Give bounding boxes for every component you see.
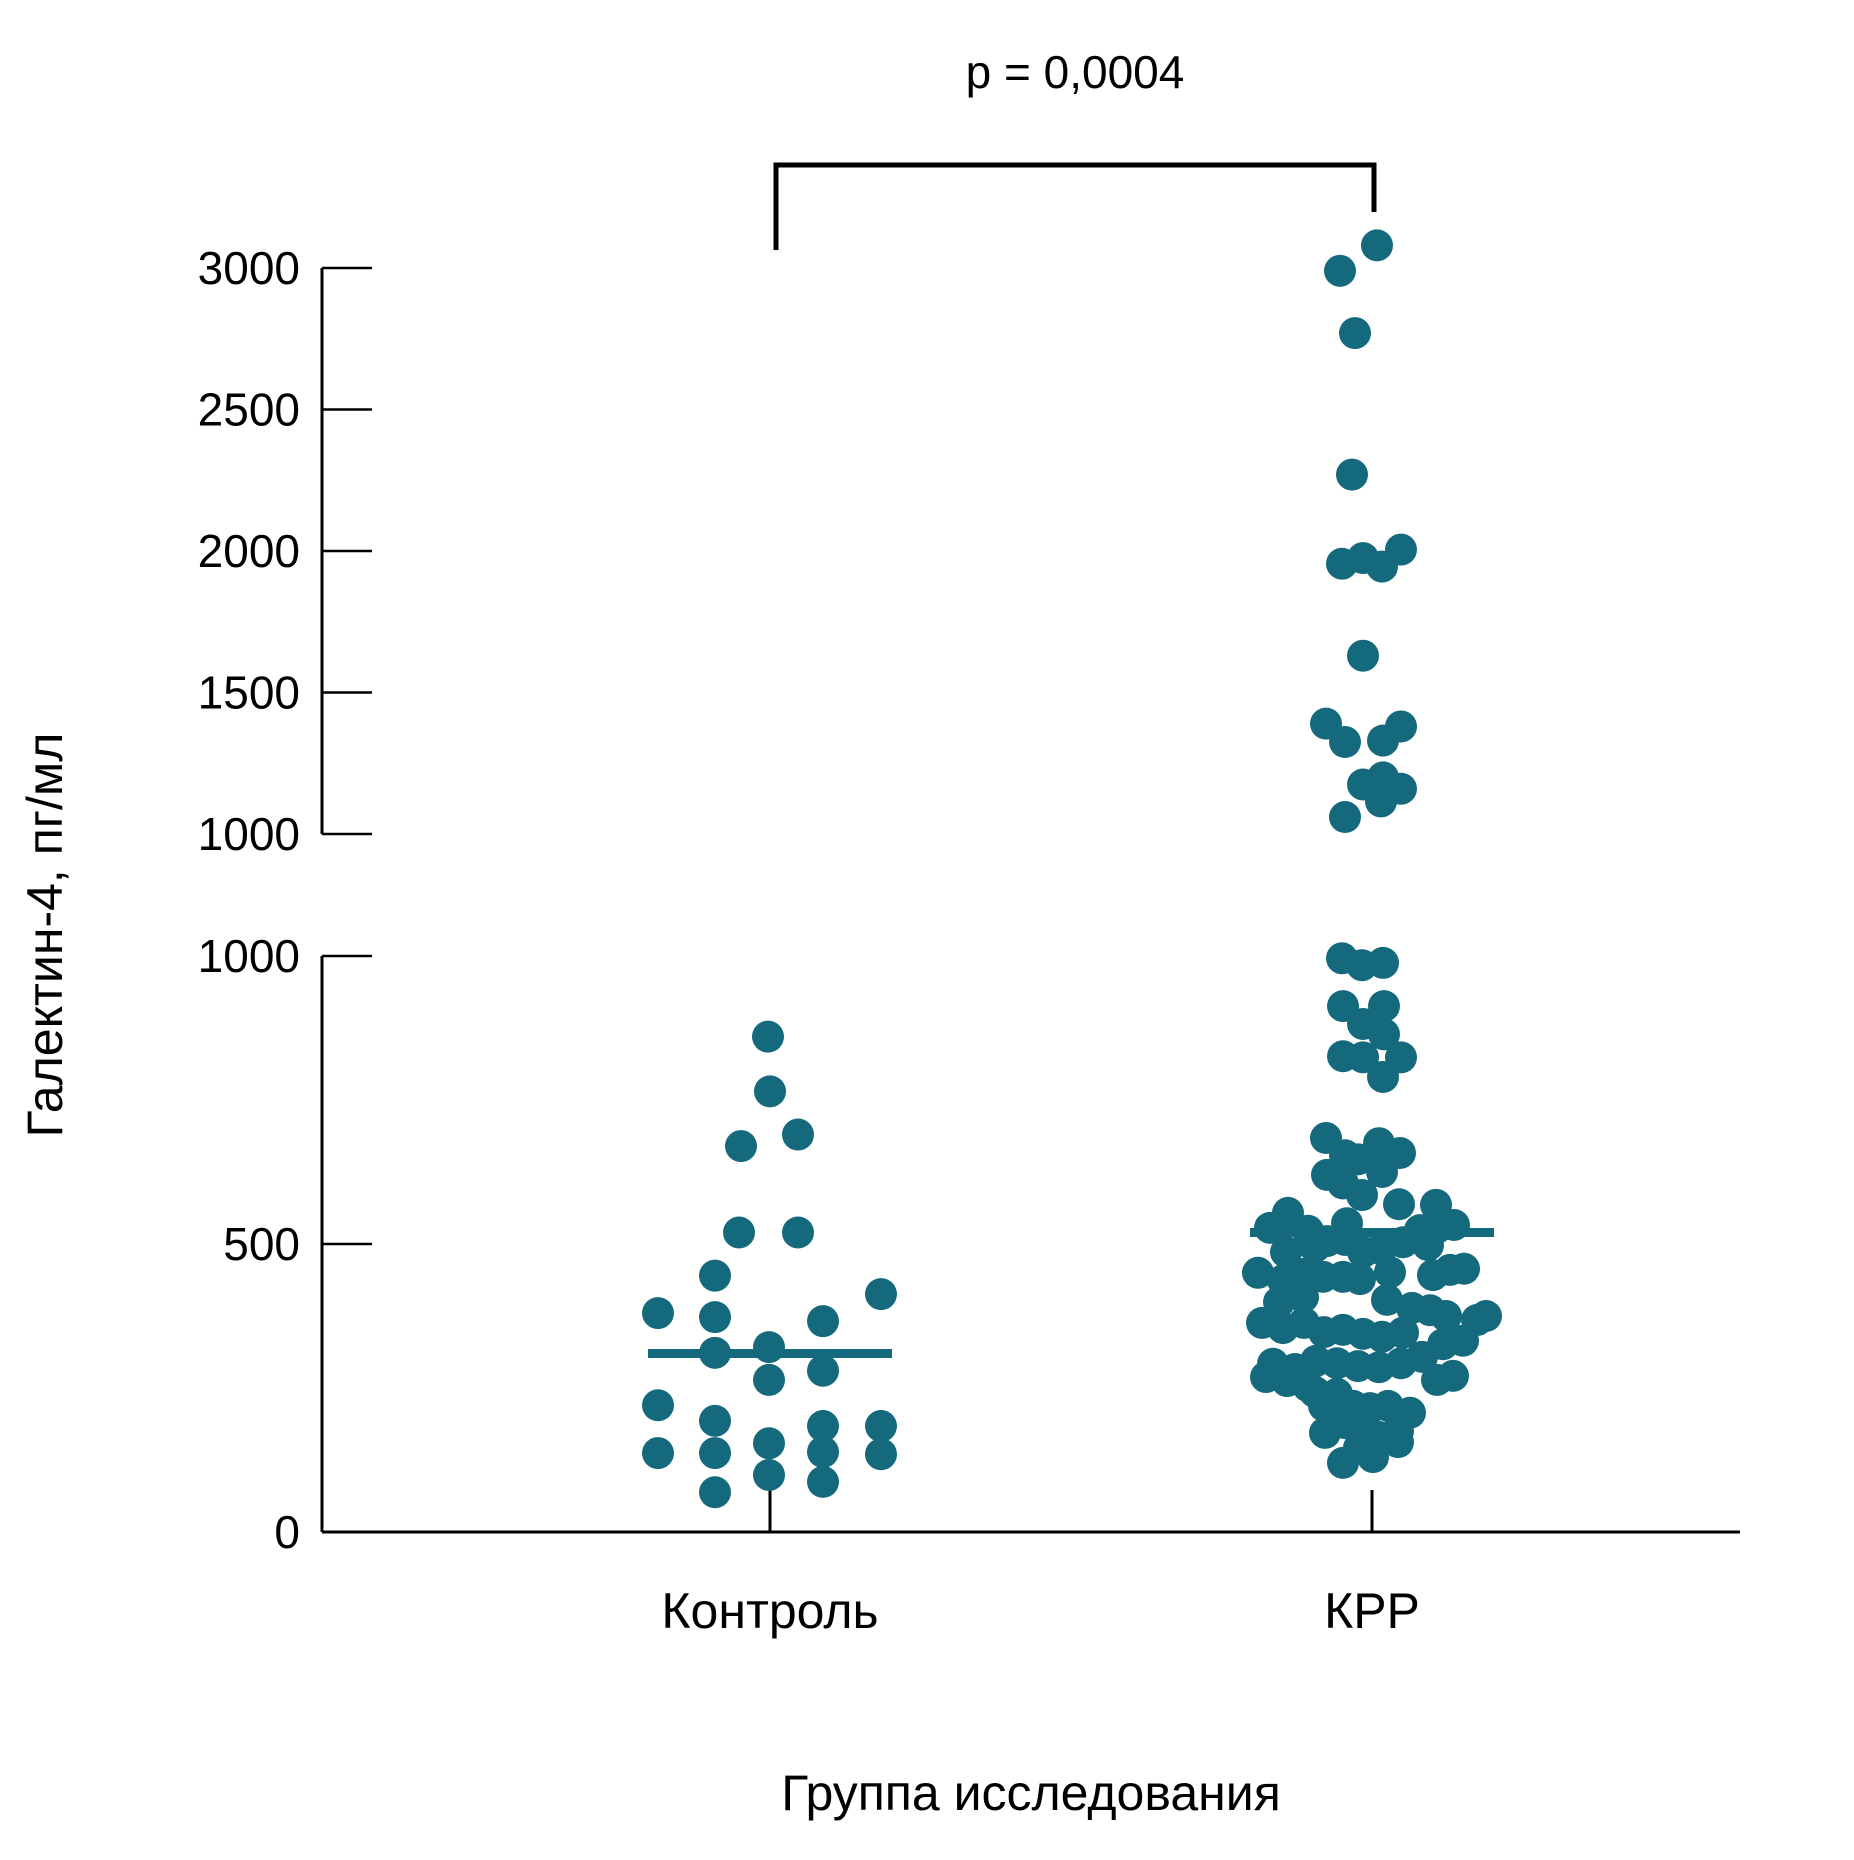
data-point [1327, 1446, 1359, 1479]
data-point [752, 1020, 784, 1053]
y-axis: 3000 2500 2000 1500 1000 1000 500 0 [198, 242, 1740, 1558]
data-point [1242, 1256, 1274, 1289]
y-lower-tick-label: 500 [223, 1218, 300, 1270]
data-point [1371, 1283, 1403, 1316]
data-point [1430, 1300, 1462, 1332]
data-point [1324, 254, 1356, 287]
data-point [1346, 1179, 1378, 1212]
y-upper-tick-label: 2000 [198, 525, 300, 577]
group-label-control: Контроль [661, 1583, 878, 1639]
data-point [1357, 1441, 1389, 1474]
data-point [1374, 1256, 1406, 1289]
data-point [1336, 458, 1368, 491]
data-point [1383, 1188, 1415, 1221]
significance-bracket [773, 162, 1377, 250]
p-value-label: p = 0,0004 [966, 46, 1185, 98]
y-axis-title: Галектин-4, пг/мл [17, 733, 73, 1138]
data-point [753, 1458, 785, 1491]
data-point [699, 1476, 731, 1509]
data-point [1366, 550, 1398, 583]
data-point [699, 1259, 731, 1292]
data-point [699, 1301, 731, 1334]
y-upper-tick-label: 1000 [198, 808, 300, 860]
data-point [1417, 1259, 1449, 1292]
data-point [1367, 1060, 1399, 1093]
group-label-crc: КРР [1324, 1583, 1420, 1639]
data-point [1287, 1280, 1319, 1313]
y-upper-tick-label: 3000 [198, 242, 300, 294]
data-point [1361, 229, 1393, 262]
data-point [699, 1404, 731, 1437]
data-point [1347, 1041, 1379, 1074]
data-point [865, 1438, 897, 1471]
data-point [1382, 1426, 1414, 1459]
data-point [782, 1216, 814, 1249]
data-point [865, 1410, 897, 1443]
data-point [1365, 785, 1397, 818]
data-point [1421, 1363, 1453, 1396]
data-point [1347, 639, 1379, 672]
data-point [642, 1437, 674, 1470]
data-point [1368, 990, 1400, 1023]
data-point [782, 1118, 814, 1151]
data-point [807, 1465, 839, 1498]
x-axis-title: Группа исследования [781, 1765, 1281, 1821]
data-point [807, 1435, 839, 1468]
y-lower-tick-label: 1000 [198, 930, 300, 982]
data-point [1368, 1018, 1400, 1051]
data-point [1366, 1156, 1398, 1188]
data-point [1347, 1236, 1379, 1269]
data-point [699, 1437, 731, 1470]
data-point [865, 1278, 897, 1311]
data-point [1329, 801, 1361, 834]
group-crc [1242, 229, 1502, 1479]
data-point [1267, 1312, 1299, 1345]
data-point [1412, 1229, 1444, 1262]
data-point [1329, 726, 1361, 759]
y-upper-tick-label: 1500 [198, 667, 300, 719]
data-point [1326, 547, 1358, 580]
data-point [1299, 1230, 1331, 1263]
data-point [753, 1331, 785, 1364]
data-point [807, 1305, 839, 1338]
data-point [642, 1389, 674, 1422]
data-point [1342, 1143, 1374, 1176]
data-point [1366, 1320, 1398, 1353]
data-point [1308, 1316, 1340, 1349]
data-point [807, 1410, 839, 1443]
data-point [1344, 1263, 1376, 1296]
data-point [1339, 317, 1371, 350]
data-point [642, 1297, 674, 1330]
data-point [807, 1354, 839, 1387]
y-upper-tick-label: 2500 [198, 384, 300, 436]
data-points-layer [642, 229, 1502, 1509]
data-point [1367, 724, 1399, 757]
data-point [753, 1427, 785, 1460]
data-point [723, 1216, 755, 1249]
data-point [1309, 1416, 1341, 1449]
data-point [754, 1075, 786, 1108]
data-point [725, 1130, 757, 1163]
data-point [1270, 1236, 1302, 1269]
data-point [753, 1363, 785, 1396]
data-point [1346, 949, 1378, 982]
group-control [642, 1020, 897, 1509]
y-lower-tick-label: 0 [274, 1506, 300, 1558]
data-point [1354, 1392, 1386, 1425]
data-point [1363, 1351, 1395, 1384]
